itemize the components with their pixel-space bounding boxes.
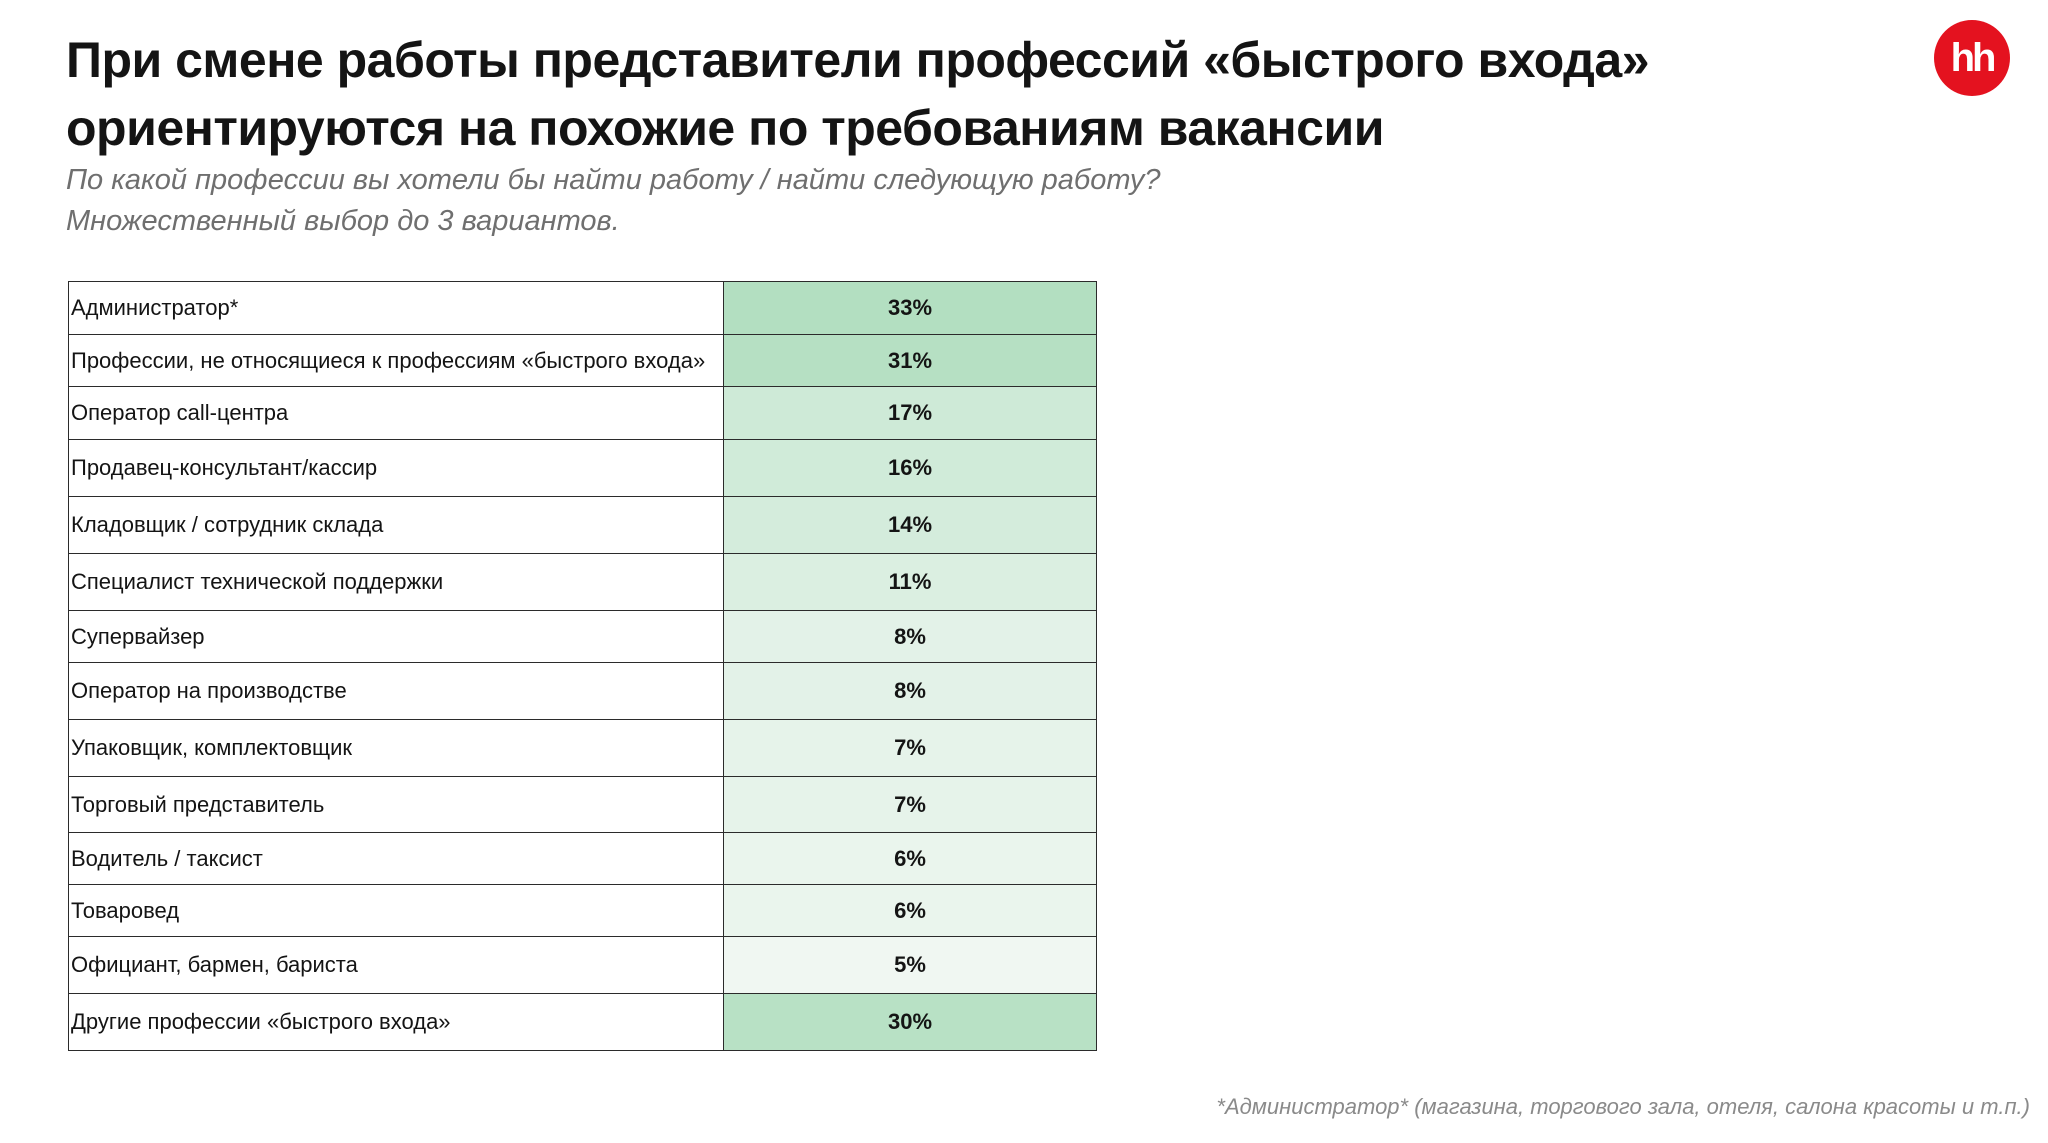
row-value: 6% bbox=[723, 884, 1097, 937]
row-value: 5% bbox=[723, 936, 1097, 994]
row-value: 17% bbox=[723, 386, 1097, 440]
table-row: Торговый представитель 7% bbox=[68, 776, 1097, 833]
question-subtitle: По какой профессии вы хотели бы найти ра… bbox=[66, 160, 1566, 242]
row-value: 31% bbox=[723, 334, 1097, 387]
row-value: 7% bbox=[723, 776, 1097, 833]
results-table-body: Администратор* 33% Профессии, не относящие… bbox=[68, 281, 1097, 1051]
subtitle-line-2: Множественный выбор до 3 вариантов. bbox=[66, 205, 620, 237]
table-row: Товаровед 6% bbox=[68, 884, 1097, 937]
table-row: Супервайзер 8% bbox=[68, 610, 1097, 663]
title-line-2: ориентируются на похожие по требованиям … bbox=[66, 100, 1384, 156]
row-value: 14% bbox=[723, 496, 1097, 554]
hh-logo: hh bbox=[1934, 20, 2010, 96]
page-title: При смене работы представители профессий… bbox=[66, 26, 1866, 162]
row-label: Специалист технической поддержки bbox=[68, 553, 724, 611]
row-value: 7% bbox=[723, 719, 1097, 777]
row-label: Оператор call-центра bbox=[68, 386, 724, 440]
row-label: Оператор на производстве bbox=[68, 662, 724, 720]
row-label: Официант, бармен, бариста bbox=[68, 936, 724, 994]
row-label: Товаровед bbox=[68, 884, 724, 937]
row-value: 16% bbox=[723, 439, 1097, 497]
row-value: 11% bbox=[723, 553, 1097, 611]
row-label: Супервайзер bbox=[68, 610, 724, 663]
row-value: 30% bbox=[723, 993, 1097, 1051]
row-label: Водитель / таксист bbox=[68, 832, 724, 885]
row-label: Другие профессии «быстрого входа» bbox=[68, 993, 724, 1051]
row-label: Упаковщик, комплектовщик bbox=[68, 719, 724, 777]
table-row: Продавец-консультант/кассир 16% bbox=[68, 439, 1097, 497]
table-row: Оператор call-центра 17% bbox=[68, 386, 1097, 440]
results-table: Администратор* 33% Профессии, не относящие… bbox=[68, 281, 1097, 1051]
table-row: Оператор на производстве 8% bbox=[68, 662, 1097, 720]
footnote: *Администратор* (магазина, торгового зал… bbox=[1216, 1094, 2030, 1119]
table-row: Водитель / таксист 6% bbox=[68, 832, 1097, 885]
row-label: Администратор* bbox=[68, 281, 724, 335]
row-value: 6% bbox=[723, 832, 1097, 885]
table-row: Официант, бармен, бариста 5% bbox=[68, 936, 1097, 994]
row-label: Продавец-консультант/кассир bbox=[68, 439, 724, 497]
row-label: Торговый представитель bbox=[68, 776, 724, 833]
row-value: 33% bbox=[723, 281, 1097, 335]
table-row: Профессии, не относящиеся к профессиям «… bbox=[68, 334, 1097, 387]
row-label: Кладовщик / сотрудник склада bbox=[68, 496, 724, 554]
title-line-1: При смене работы представители профессий… bbox=[66, 32, 1650, 88]
row-value: 8% bbox=[723, 662, 1097, 720]
table-row: Другие профессии «быстрого входа» 30% bbox=[68, 993, 1097, 1051]
table-row: Специалист технической поддержки 11% bbox=[68, 553, 1097, 611]
subtitle-line-1: По какой профессии вы хотели бы найти ра… bbox=[66, 164, 1161, 196]
table-row: Упаковщик, комплектовщик 7% bbox=[68, 719, 1097, 777]
table-row: Кладовщик / сотрудник склада 14% bbox=[68, 496, 1097, 554]
table-row: Администратор* 33% bbox=[68, 281, 1097, 335]
row-label: Профессии, не относящиеся к профессиям «… bbox=[68, 334, 724, 387]
row-value: 8% bbox=[723, 610, 1097, 663]
